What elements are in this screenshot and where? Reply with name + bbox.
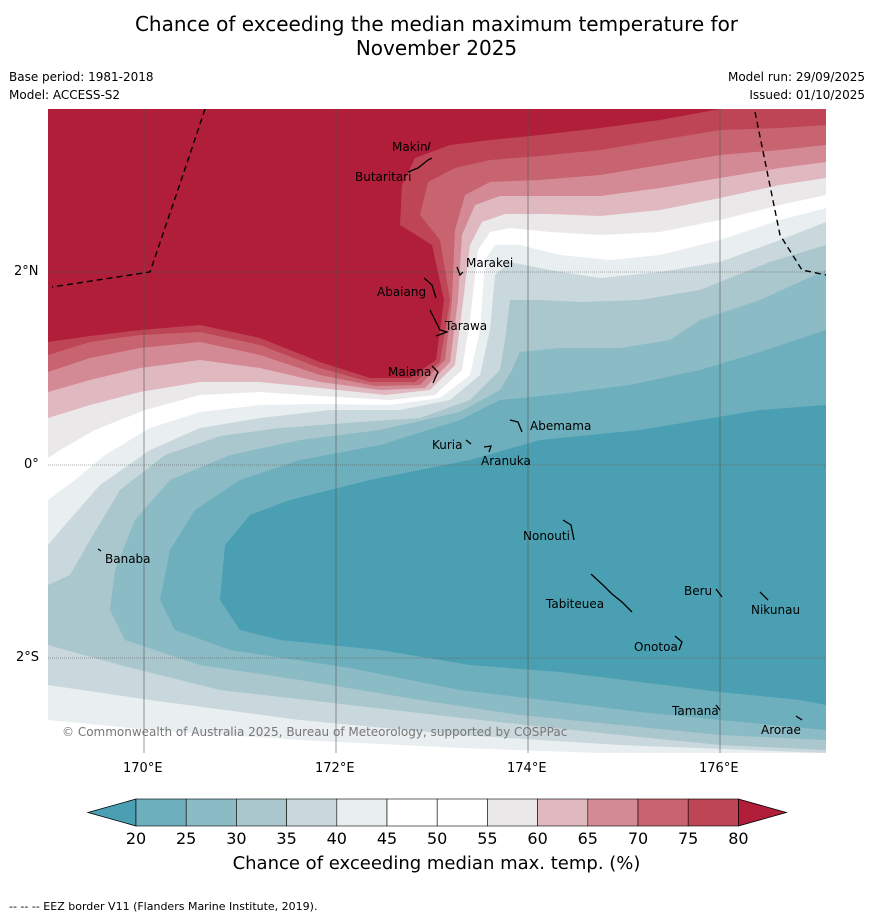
meta-left: Base period: 1981-2018 Model: ACCESS-S2 [9,68,154,104]
island-outlines [97,141,803,721]
place-nonouti: Nonouti [523,529,570,543]
place-aranuka: Aranuka [481,454,531,468]
place-beru: Beru [684,584,712,598]
place-onotoa: Onotoa [634,640,678,654]
colorbar-tick-label: 55 [477,829,498,848]
base-period: Base period: 1981-2018 [9,70,154,84]
colorbar-tick-label: 65 [577,829,598,848]
lon-label-174e: 174°E [507,761,547,776]
place-tarawa: Tarawa [444,319,487,333]
colorbar-segment [436,798,488,827]
lat-label-2n: 2°N [14,264,39,279]
place-tabiteuea: Tabiteuea [545,597,604,611]
colorbar-tick-label: 25 [176,829,197,848]
colorbar-tick-label: 80 [728,829,749,848]
colorbar-segment [687,798,739,827]
colorbar-segment [487,798,538,827]
colorbar-segment [236,798,287,827]
colorbar-segment [185,798,237,827]
lat-label-2s: 2°S [16,650,40,665]
colorbar-tick-label: 70 [627,829,649,848]
colorbar-tick-label: 75 [678,829,699,848]
colorbar-segment [386,798,438,827]
place-butaritari: Butaritari [355,170,412,184]
copyright-text: © Commonwealth of Australia 2025, Bureau… [62,725,567,739]
forecast-map: Makin Butaritari Marakei Abaiang Tarawa … [48,109,826,753]
colorbar-tick-label: 35 [276,829,297,848]
band-80 [48,109,720,378]
model-run: Model run: 29/09/2025 [727,70,865,84]
colorbar-tick-label: 30 [226,829,247,848]
chart-title: Chance of exceeding the median maximum t… [0,12,873,60]
colorbar-tick-label: 60 [527,829,548,848]
footer-note: -- -- -- EEZ border V11 (Flanders Marine… [9,900,318,913]
place-abaiang: Abaiang [377,285,426,299]
place-abemama: Abemama [530,419,591,433]
lon-label-170e: 170°E [123,761,163,776]
colorbar-tick-label: 50 [427,829,448,848]
place-kuria: Kuria [432,438,463,452]
colorbar-segment [135,798,187,827]
lat-label-0: 0° [24,457,39,472]
lon-label-172e: 172°E [315,761,355,776]
meta-right: Model run: 29/09/2025 Issued: 01/10/2025 [728,68,865,104]
colorbar-tick-label: 45 [376,829,398,848]
colorbar-extend-high [738,798,788,827]
colorbar-segment [637,798,689,827]
place-banaba: Banaba [105,552,151,566]
colorbar-segment [286,798,338,827]
title-line-1: Chance of exceeding the median maximum t… [134,12,739,36]
place-nikunau: Nikunau [751,603,800,617]
colorbar-label: Chance of exceeding median max. temp. (%… [232,853,641,874]
colorbar-tick-label: 20 [125,829,147,848]
colorbar [86,798,788,827]
issued-date: Issued: 01/10/2025 [749,88,865,102]
title-line-2: November 2025 [355,36,518,60]
colorbar-segment [587,798,639,827]
colorbar-tick-label: 40 [326,829,347,848]
eez-border [51,109,826,288]
graticule [48,109,826,753]
place-arorae: Arorae [761,723,801,737]
colorbar-segment [336,798,388,827]
place-tamana: Tamana [671,704,719,718]
colorbar-extend-low [86,798,137,827]
lon-label-176e: 176°E [699,761,739,776]
colorbar-segment [537,798,589,827]
model-name: Model: ACCESS-S2 [9,88,121,102]
place-makin: Makin [392,140,428,154]
place-marakei: Marakei [466,256,513,270]
place-maiana: Maiana [388,365,431,379]
